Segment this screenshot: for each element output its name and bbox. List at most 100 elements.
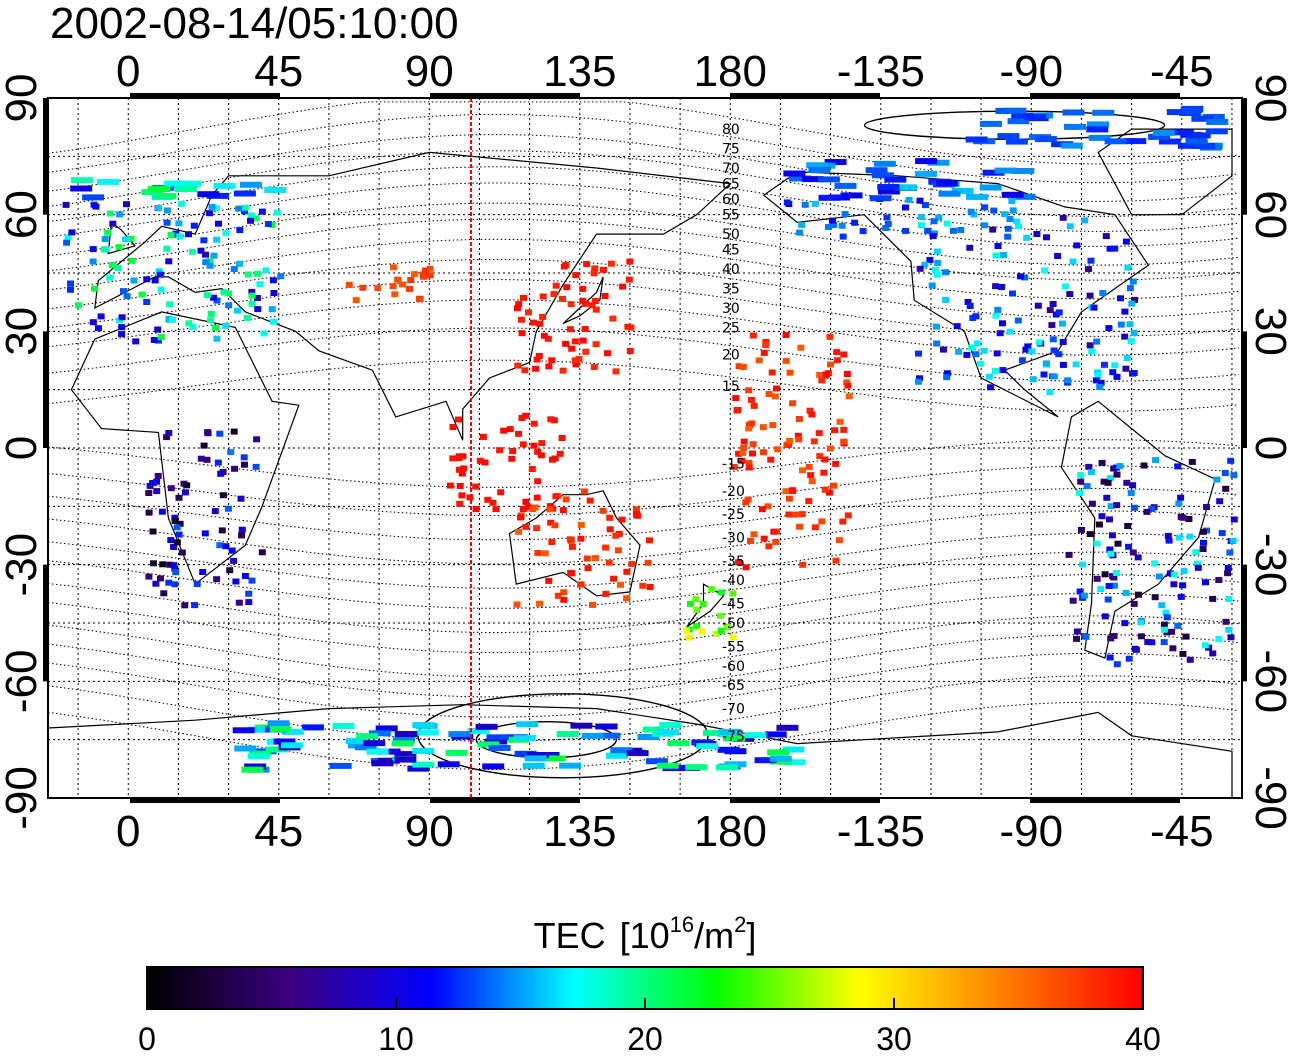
tec-cell [552, 282, 560, 289]
tec-cell [968, 344, 976, 351]
map-frame [43, 93, 1247, 803]
tec-cell [577, 535, 585, 542]
tec-cell [1174, 463, 1182, 470]
tec-cell [152, 580, 160, 587]
tec-cell [1230, 472, 1238, 479]
magnetic-latitude-label: -40 [722, 573, 745, 589]
tec-cell [592, 341, 600, 348]
tec-cell [818, 377, 826, 384]
tec-cell [871, 172, 894, 179]
magnetic-contour [48, 551, 1239, 609]
tec-cell [232, 578, 240, 585]
tec-cell [1086, 126, 1109, 133]
tec-cell [301, 724, 324, 731]
tec-cell [130, 277, 138, 284]
tec-cell [718, 728, 741, 735]
tec-cell [1059, 214, 1067, 221]
tec-cell [508, 455, 516, 462]
tec-cell [883, 214, 891, 221]
tec-cell [865, 167, 888, 174]
tec-cell [185, 231, 192, 238]
tec-cell [1201, 642, 1209, 649]
magnetic-latitude-label: -70 [722, 702, 745, 718]
tec-cell [97, 313, 105, 320]
tec-cell [1096, 384, 1104, 390]
tec-cell [1034, 302, 1042, 309]
tec-cell [412, 747, 435, 754]
tec-cell [1092, 109, 1115, 116]
tec-cell [767, 749, 790, 756]
tec-cell [768, 369, 776, 376]
tec-cell [1177, 514, 1185, 520]
tec-cell [513, 735, 536, 742]
left-lat-label: -60 [0, 650, 46, 714]
tec-cell [538, 440, 546, 447]
tec-cell [967, 208, 975, 215]
tec-cell [173, 539, 181, 546]
tec-cell [1062, 109, 1085, 116]
tec-cell [617, 581, 624, 588]
tec-cell [559, 367, 567, 374]
tec-cell [556, 731, 579, 737]
tec-cell [515, 301, 523, 308]
tec-cell [559, 507, 567, 514]
tec-cell [782, 488, 790, 495]
tec-cell [213, 236, 221, 243]
tec-cell [935, 214, 943, 221]
tec-cell [268, 306, 276, 313]
tec-cell [1127, 338, 1135, 345]
tec-cell [808, 478, 816, 485]
tec-cell [1129, 482, 1137, 489]
tec-cell [169, 316, 176, 323]
tec-cell [522, 498, 530, 505]
tec-cell [89, 258, 97, 265]
tec-cell [253, 270, 261, 277]
tec-cell [253, 295, 261, 301]
tec-cell [562, 496, 570, 503]
tec-cell [506, 426, 514, 433]
tec-cell [118, 324, 126, 331]
tec-cell [1148, 133, 1171, 140]
tec-cell [1009, 207, 1017, 214]
tec-cell [981, 204, 989, 211]
magnetic-latitude-label: -35 [722, 554, 745, 570]
magnetic-latitude-label: 50 [722, 227, 740, 243]
tec-cell [224, 505, 232, 512]
tec-cell [799, 467, 806, 474]
coastline-antarctica [48, 704, 1233, 798]
tec-cell [685, 764, 708, 771]
bottom-lon-label: -45 [1150, 807, 1214, 856]
tec-cell [183, 482, 191, 489]
tec-cell [859, 228, 867, 235]
tec-cell [533, 494, 541, 501]
tec-cell [64, 234, 72, 241]
colorbar-tick-label: 20 [627, 1021, 663, 1057]
tec-cell [1099, 290, 1107, 296]
right-lat-label: 60 [1246, 190, 1292, 239]
tec-cell [1158, 602, 1166, 609]
tec-cell [449, 424, 457, 430]
tec-cell [479, 433, 487, 440]
tec-cell [154, 337, 162, 344]
tec-cell [524, 504, 532, 511]
tec-cell [235, 205, 243, 212]
tec-cell [1104, 479, 1112, 486]
tec-cell [1102, 233, 1110, 240]
tec-cell [619, 283, 627, 290]
tec-cell [1227, 634, 1235, 641]
tec-cell [639, 582, 647, 589]
tec-cell [693, 606, 701, 613]
tec-cell [533, 525, 541, 532]
tec-cell [805, 463, 813, 470]
tec-cell [747, 537, 754, 544]
tec-cell [123, 293, 131, 300]
tec-cell [514, 362, 522, 369]
tec-cell [70, 185, 93, 192]
tec-cell [163, 245, 171, 252]
tec-cell [167, 232, 175, 238]
tec-cell [1081, 217, 1089, 224]
tec-cell [702, 729, 725, 736]
tec-cell [277, 273, 285, 280]
tec-cell [545, 363, 553, 370]
magnetic-latitude-label: -45 [722, 597, 745, 613]
